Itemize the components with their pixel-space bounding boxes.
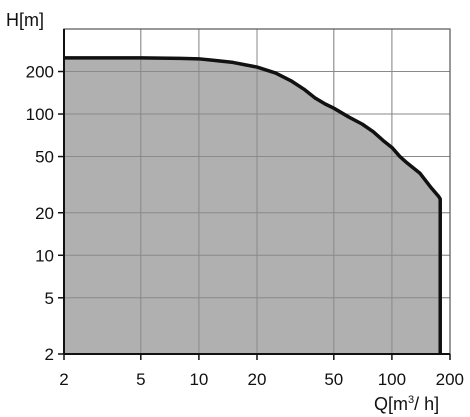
y-ticks: 2 5 10 20 50 100 200 — [26, 63, 64, 364]
x-tick-label-0: 2 — [59, 370, 68, 389]
performance-curve — [64, 56, 442, 354]
x-tick-label-6: 200 — [436, 370, 464, 389]
x-axis-label-suffix: / h] — [414, 394, 439, 414]
y-tick-label-1: 5 — [45, 289, 54, 308]
y-axis-label: H[m] — [6, 10, 44, 30]
x-tick-label-3: 20 — [248, 370, 267, 389]
x-axis-label-sup: 3 — [408, 394, 414, 406]
x-tick-label-4: 50 — [324, 370, 343, 389]
y-tick-label-6: 200 — [26, 63, 54, 82]
y-tick-label-4: 50 — [35, 148, 54, 167]
x-axis-label: Q[m3/ h] — [374, 394, 439, 414]
x-ticks: 2 5 10 20 50 100 200 — [59, 354, 464, 389]
x-tick-label-2: 10 — [189, 370, 208, 389]
x-axis-label-prefix: Q[m — [374, 394, 408, 414]
y-tick-label-5: 100 — [26, 105, 54, 124]
y-tick-label-2: 10 — [35, 246, 54, 265]
performance-area — [64, 57, 441, 354]
x-tick-label-1: 5 — [136, 370, 145, 389]
y-tick-label-0: 2 — [45, 345, 54, 364]
y-tick-label-3: 20 — [35, 204, 54, 223]
x-tick-label-5: 100 — [378, 370, 406, 389]
